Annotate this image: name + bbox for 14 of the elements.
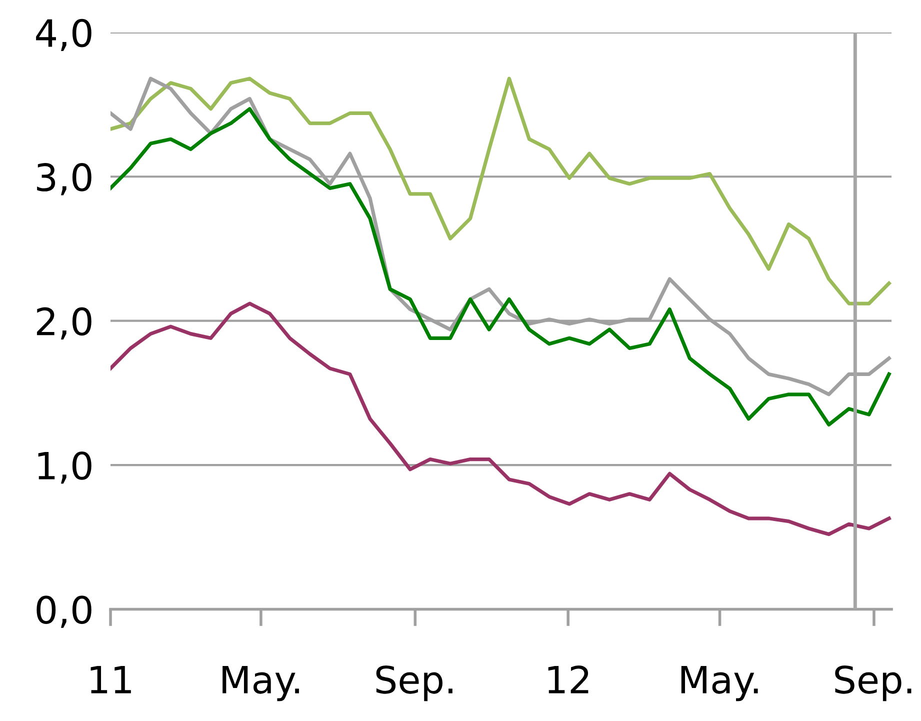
y-tick-label: 4,0 <box>36 18 92 52</box>
x-tick-label: 12 <box>548 665 588 694</box>
x-tick-label: May. <box>222 666 299 702</box>
y-tick-label: 1,0 <box>38 451 92 484</box>
line-series <box>110 107 891 426</box>
y-tick-label: 0,0 <box>36 596 92 628</box>
x-tick-label: Sep. <box>835 665 912 702</box>
y-tick-label: 2,0 <box>36 307 92 340</box>
x-tick-label: May. <box>681 666 758 702</box>
line-series <box>110 302 891 536</box>
x-tick-label: Sep. <box>376 665 452 702</box>
x-tick-label: 11 <box>90 666 131 694</box>
line-series <box>110 76 891 306</box>
y-tick-label: 3,0 <box>37 163 92 196</box>
